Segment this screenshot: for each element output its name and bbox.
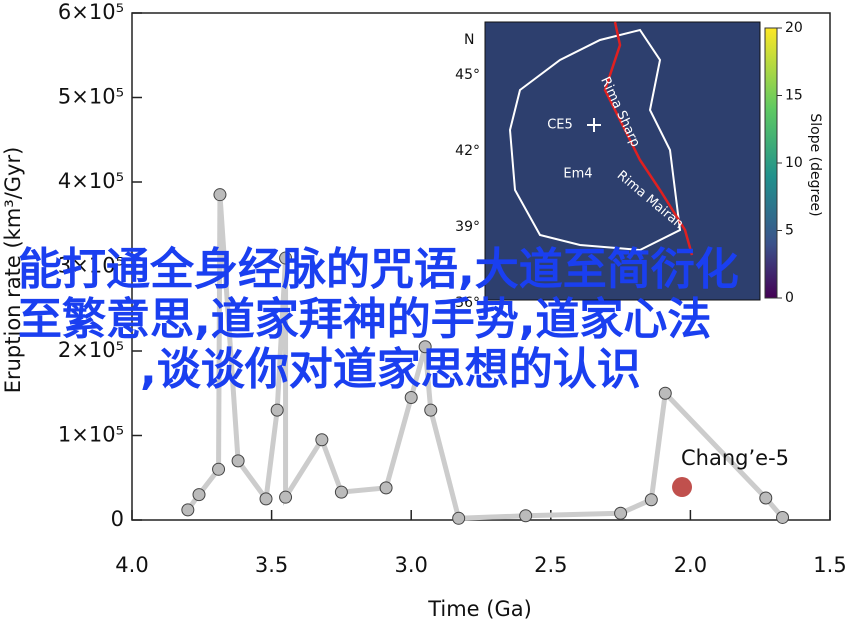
data-point [181,503,195,517]
y-tick-label: 1×10⁵ [58,423,124,447]
colorbar-tick-label: 10 [785,155,803,171]
trend-line [185,194,785,521]
data-point [418,340,432,354]
inset-map [484,21,778,301]
x-tick-label: 3.5 [255,553,288,577]
x-tick-label: 3.0 [394,553,427,577]
colorbar-tick-label: 15 [785,88,803,104]
data-point [212,462,226,476]
data-point [759,491,773,505]
colorbar-tick-label: 0 [785,290,794,306]
data-point [379,481,393,495]
data-point [424,403,438,417]
x-tick-label: 1.5 [813,553,846,577]
rille-line [603,21,694,256]
legend-label: Chang’e-5 [681,446,789,470]
data-point [192,488,206,502]
map-label: Em4 [563,167,592,182]
data-point [776,510,790,524]
lat-label: 42° [455,143,480,159]
y-tick-label: 3×10⁵ [58,254,124,278]
x-tick-label: 4.0 [115,553,148,577]
lat-label: 39° [455,219,480,235]
overlay-text: ,谈谈你对道家思想的认识 [140,344,641,395]
data-point [404,390,418,404]
map-frame [484,21,761,301]
data-point [334,485,348,499]
colorbar-tick-label: 5 [785,223,794,239]
data-point [658,386,672,400]
north-label: N [464,32,474,48]
data-point [231,454,245,468]
x-tick-label: 2.0 [674,553,707,577]
data-point [213,188,227,202]
data-point [270,403,284,417]
data-point [644,493,658,507]
lat-label: 36° [455,295,480,311]
data-point [614,506,628,520]
data-point [452,511,466,525]
map-image [485,22,760,300]
overlay-text: 能打通全身经脉的咒语,大道至简衍化 [18,244,739,295]
x-axis-label: Time (Ga) [427,597,532,621]
mare-boundary [508,28,682,252]
lat-label: 45° [455,67,480,83]
map-label: CE5 [547,118,573,133]
y-tick-label: 6×10⁵ [58,0,124,24]
data-point [315,433,329,447]
colorbar-label: Slope (degree) [807,113,823,216]
overlay-text: 至繁意思,道家拜神的手势,道家心法 [18,294,711,345]
y-tick-label: 2×10⁵ [58,338,124,362]
y-tick-label: 5×10⁵ [58,85,124,109]
colorbar-tick-label: 20 [785,20,803,36]
data-point [279,490,293,504]
x-tick-label: 2.5 [534,553,567,577]
data-point [672,477,693,498]
data-point [259,492,273,506]
y-tick-label: 0 [111,507,124,531]
y-tick-label: 4×10⁵ [58,169,124,193]
y-axis-label: Eruption rate (km³/Gyr) [1,147,25,394]
data-point [519,509,533,523]
colorbar [764,27,778,299]
data-point [279,251,293,265]
